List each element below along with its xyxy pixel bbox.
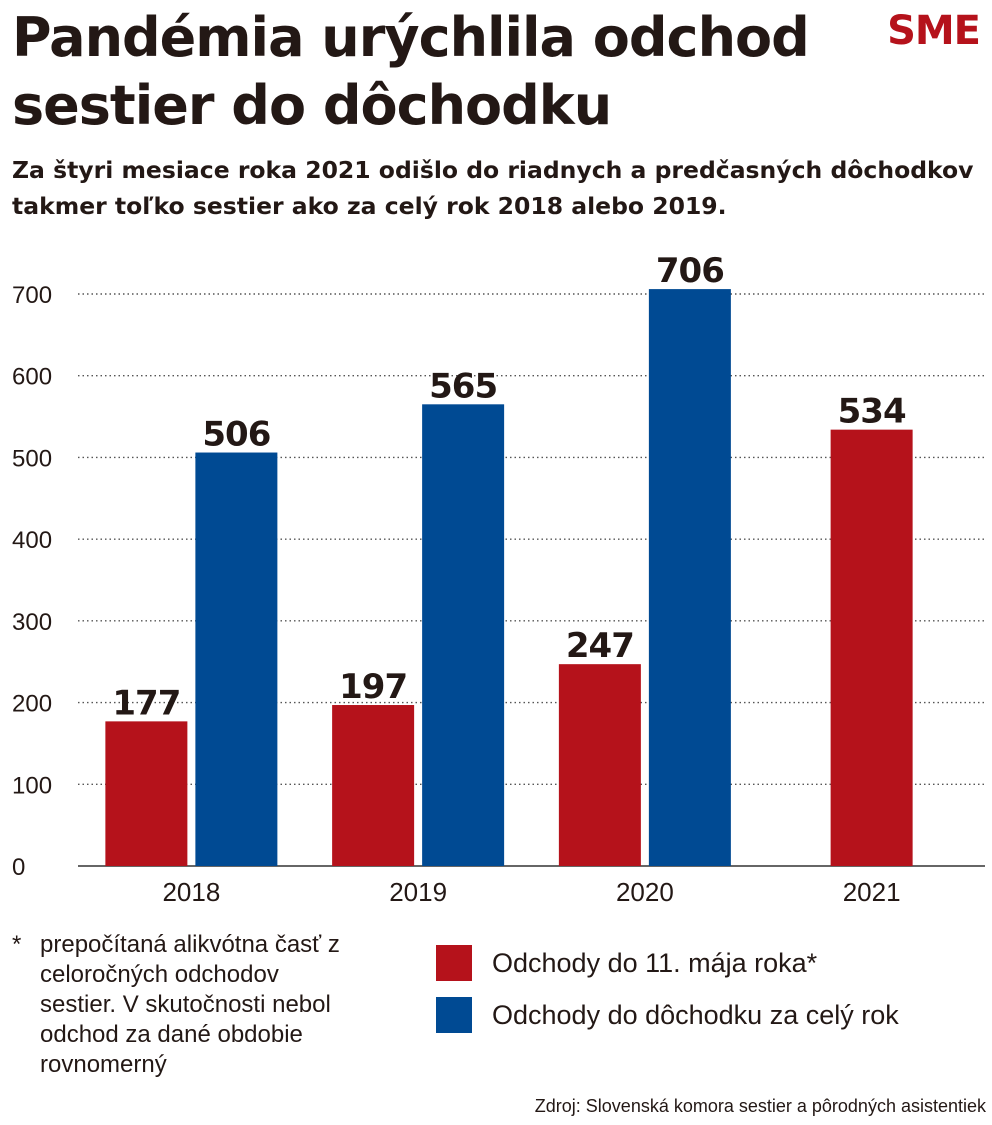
y-tick-label: 300 (12, 609, 52, 636)
bar (105, 721, 188, 866)
footnote-text: prepočítaná alikvótna časť z celoročných… (40, 931, 340, 1078)
bar (422, 404, 505, 866)
x-tick-label: 2019 (389, 877, 447, 907)
data-label: 506 (202, 415, 270, 455)
data-label: 197 (339, 667, 407, 707)
data-label: 247 (566, 626, 634, 666)
bar (648, 289, 731, 866)
chart-title: Pandémia urýchlila odchod sestier do dôc… (12, 6, 810, 137)
y-tick-label: 700 (12, 282, 52, 309)
y-tick-label: 400 (12, 527, 52, 554)
bar (830, 429, 913, 866)
y-tick-label: 100 (12, 772, 52, 799)
bar (558, 664, 641, 866)
legend-swatch-red (436, 945, 472, 981)
y-tick-label: 200 (12, 691, 52, 718)
x-tick-label: 2018 (162, 877, 220, 907)
source-note: Zdroj: Slovenská komora sestier a pôrodn… (534, 1096, 986, 1116)
y-tick-label: 500 (12, 445, 52, 472)
data-label: 565 (429, 366, 497, 406)
x-tick-label: 2021 (843, 877, 901, 907)
legend-label: Odchody do dôchodku za celý rok (492, 1000, 899, 1030)
data-label: 706 (656, 251, 724, 291)
y-tick-label: 600 (12, 364, 52, 391)
data-label: 534 (838, 392, 906, 432)
bar (332, 705, 415, 866)
publisher-logo: SME (887, 8, 981, 54)
footnote-marker: * (12, 931, 22, 958)
chart-subtitle: Za štyri mesiace roka 2021 odišlo do ria… (12, 156, 974, 220)
legend-label: Odchody do 11. mája roka* (492, 948, 818, 978)
x-tick-label: 2020 (616, 877, 674, 907)
data-label: 177 (112, 683, 180, 723)
y-tick-label: 0 (12, 854, 25, 881)
bar (195, 452, 278, 866)
legend-swatch-blue (436, 997, 472, 1033)
